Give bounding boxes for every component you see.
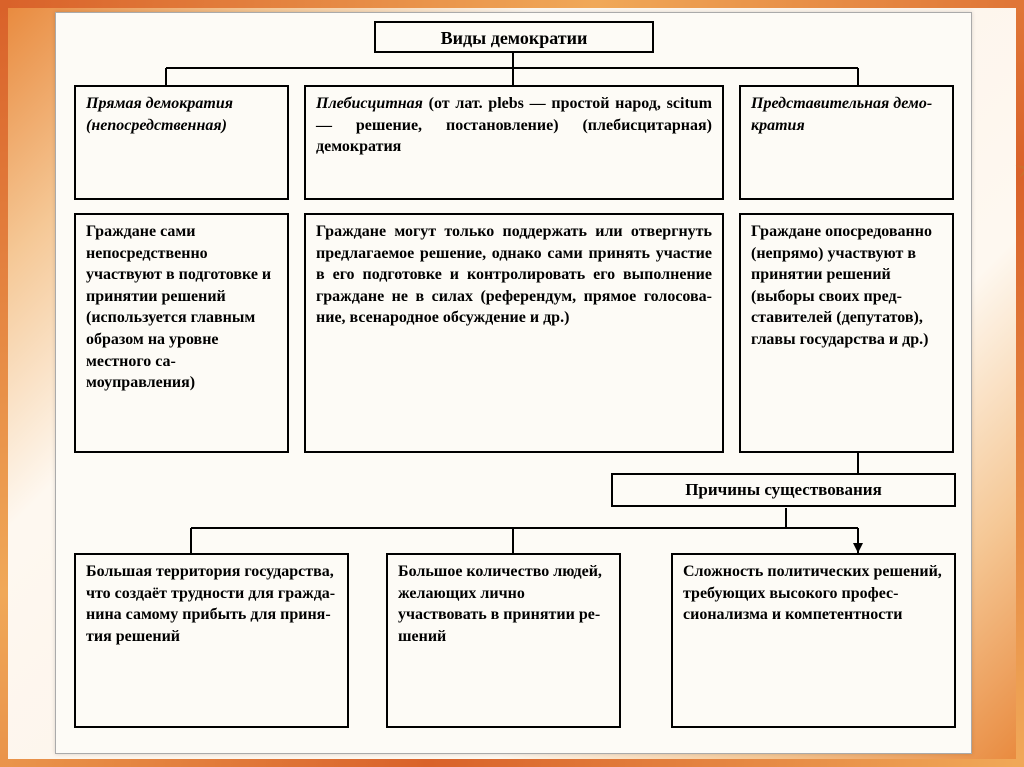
main-title-text: Виды демократии bbox=[441, 28, 588, 48]
reason2-box: Большое ко­личество лю­дей, желаю­щих ли… bbox=[386, 553, 621, 728]
main-title-box: Виды демократии bbox=[374, 21, 654, 53]
col3-body-text: Граждане опос­редованно (не­прямо) участ… bbox=[751, 223, 932, 348]
col1-heading-text: Прямая демо­кратия (непо­средственная) bbox=[86, 95, 233, 134]
reason2-text: Большое ко­личество лю­дей, желаю­щих ли… bbox=[398, 563, 602, 645]
col3-heading-text: Представи­тельная демо­кратия bbox=[751, 95, 932, 134]
sub-title-box: Причины существования bbox=[611, 473, 956, 507]
col1-body: Граждане сами непосредствен­но участвуют… bbox=[74, 213, 289, 453]
col2-body: Граждане могут только поддержать или отв… bbox=[304, 213, 724, 453]
col1-body-text: Граждане сами непосредствен­но участвуют… bbox=[86, 223, 271, 391]
col2-body-text: Граждане могут только поддержать или отв… bbox=[316, 223, 712, 326]
col2-heading-lead: Плебисцитная bbox=[316, 95, 423, 112]
reason3-text: Сложность поли­тических реше­ний, требую… bbox=[683, 563, 942, 623]
reason1-box: Большая террито­рия государства, что соз… bbox=[74, 553, 349, 728]
col3-heading: Представи­тельная демо­кратия bbox=[739, 85, 954, 200]
reason1-text: Большая террито­рия государства, что соз… bbox=[86, 563, 335, 645]
diagram-sheet: Виды демократии Прямая демо­кратия (непо… bbox=[55, 12, 972, 754]
leaf-decoration-icon: ✶ bbox=[1009, 147, 1024, 193]
sub-title-text: Причины существования bbox=[685, 480, 882, 499]
col1-heading: Прямая демо­кратия (непо­средственная) bbox=[74, 85, 289, 200]
col3-body: Граждане опос­редованно (не­прямо) участ… bbox=[739, 213, 954, 453]
col2-heading: Плебисцитная (от лат. plebs — простой на… bbox=[304, 85, 724, 200]
reason3-box: Сложность поли­тических реше­ний, требую… bbox=[671, 553, 956, 728]
